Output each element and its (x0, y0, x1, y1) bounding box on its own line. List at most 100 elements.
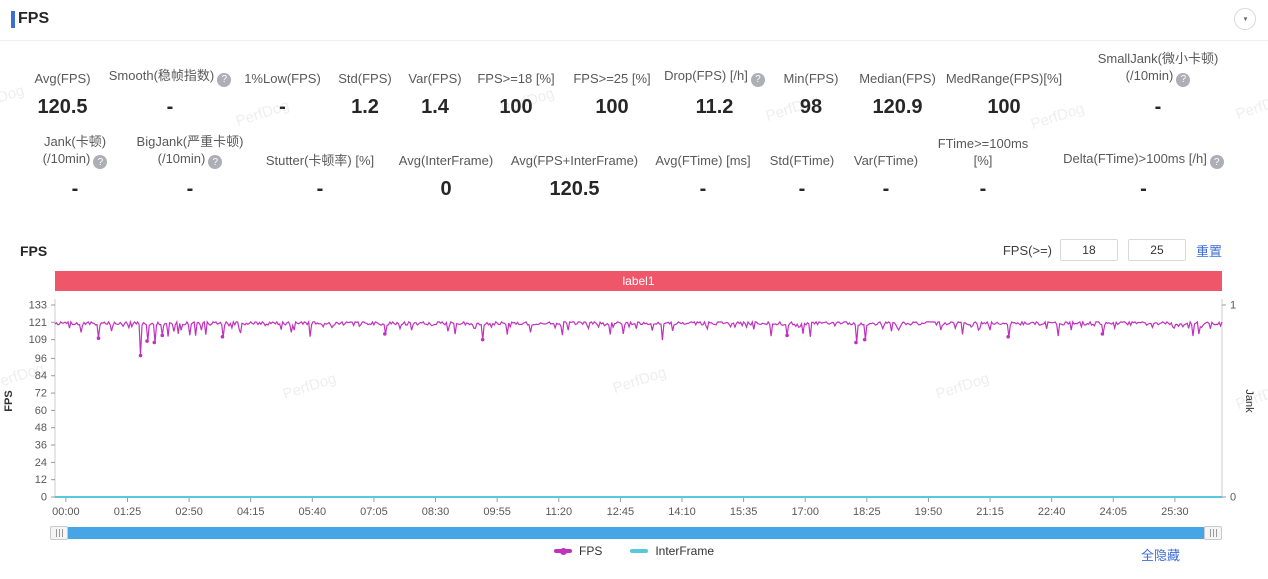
stat-value: 100 (987, 95, 1021, 118)
stat-label: Avg(FTime) [ms] (655, 153, 751, 168)
hide-all-link[interactable]: 全隐藏 (1140, 548, 1180, 563)
collapse-button[interactable]: ▼ (1234, 8, 1256, 30)
stat-value: - (979, 178, 987, 200)
stat-value: - (186, 178, 194, 200)
help-icon[interactable]: ? (1209, 155, 1224, 169)
scrollbar-left-handle[interactable] (50, 526, 68, 540)
stat-value: 120.9 (872, 95, 923, 118)
stat-value: - (279, 95, 286, 118)
stat-label: Delta(FTime)>100ms [/h]? (1063, 150, 1224, 169)
stat-item: Var(FTime) - (845, 133, 927, 202)
stat-label: Jank(卡顿) (/10min)? (42, 133, 108, 169)
stat-item: Smooth(稳帧指数)? - (105, 50, 235, 119)
svg-text:FPS: FPS (3, 390, 15, 411)
svg-text:12:45: 12:45 (607, 506, 635, 518)
chart-title: FPS (20, 243, 48, 259)
stat-label: Var(FTime) (853, 153, 919, 168)
stat-label: 1%Low(FPS) (244, 70, 321, 86)
legend-item-fps[interactable]: FPS (553, 544, 603, 558)
scrollbar-right-handle[interactable] (1204, 526, 1222, 540)
svg-text:Jank: Jank (1243, 389, 1255, 413)
stat-item: Std(FTime) - (759, 133, 845, 202)
svg-text:11:20: 11:20 (545, 506, 572, 518)
stat-label: Smooth(稳帧指数)? (109, 67, 232, 87)
stat-item: SmallJank(微小卡顿) (/10min)? - (1068, 50, 1248, 119)
svg-text:17:00: 17:00 (791, 506, 819, 518)
grip-icon (1209, 529, 1217, 537)
threshold-input-1[interactable] (1059, 239, 1118, 261)
stat-item: Avg(FPS) 120.5 (20, 50, 105, 119)
help-icon[interactable]: ? (208, 155, 223, 169)
svg-text:121: 121 (29, 317, 47, 329)
stat-item: Drop(FPS) [/h]? 11.2 (662, 50, 767, 119)
stat-item: 1%Low(FPS) - (235, 50, 330, 119)
stat-item: FTime>=100ms [%] - (927, 133, 1039, 202)
svg-text:72: 72 (35, 388, 47, 400)
stat-item: Std(FPS) 1.2 (330, 50, 400, 119)
help-icon[interactable]: ? (217, 72, 232, 87)
header-divider (0, 40, 1268, 41)
svg-text:15:35: 15:35 (730, 506, 758, 518)
svg-text:05:40: 05:40 (299, 506, 327, 518)
svg-text:1: 1 (1230, 300, 1236, 312)
stat-label: Median(FPS) (859, 70, 936, 86)
stat-label: FPS>=18 [%] (477, 70, 555, 86)
panel-title: FPS (18, 10, 50, 27)
svg-text:22:40: 22:40 (1038, 506, 1066, 518)
legend-label: FPS (578, 544, 603, 558)
stat-value: - (798, 178, 806, 200)
stat-value: - (699, 178, 707, 200)
stat-label: Min(FPS) (783, 70, 839, 86)
stat-item: Delta(FTime)>100ms [/h]? - (1039, 133, 1248, 202)
stat-value: - (1140, 178, 1147, 200)
help-icon[interactable]: ? (1176, 72, 1191, 87)
reset-link[interactable]: 重置 (1195, 243, 1222, 259)
stat-item: Median(FPS) 120.9 (855, 50, 940, 119)
stat-label: Avg(FPS+InterFrame) (510, 153, 639, 168)
stat-label: Stutter(卡顿率) [%] (265, 153, 375, 168)
svg-text:00:00: 00:00 (52, 506, 80, 518)
stat-item: FPS>=18 [%] 100 (470, 50, 562, 119)
stat-label: BigJank(严重卡顿) (/10min)? (136, 133, 244, 169)
stat-label: Avg(FPS) (34, 70, 91, 86)
threshold-label: FPS(>=) (1002, 242, 1052, 258)
stat-item: Avg(FTime) [ms] - (647, 133, 759, 202)
scrollbar-track[interactable] (68, 527, 1204, 539)
grip-icon (55, 529, 63, 537)
stat-value: 1.2 (351, 95, 379, 118)
stat-label: FPS>=25 [%] (573, 70, 651, 86)
stat-value: - (71, 178, 79, 200)
stat-value: 100 (499, 95, 533, 118)
svg-text:08:30: 08:30 (422, 506, 450, 518)
svg-text:14:10: 14:10 (668, 506, 696, 518)
stat-item: MedRange(FPS)[%] 100 (940, 50, 1068, 119)
stat-item: Avg(InterFrame) 0 (390, 133, 502, 202)
svg-text:36: 36 (35, 440, 47, 452)
stat-label: Drop(FPS) [/h]? (664, 67, 765, 87)
svg-text:01:25: 01:25 (114, 506, 142, 518)
svg-text:02:50: 02:50 (175, 506, 203, 518)
stat-value: - (1154, 95, 1162, 118)
svg-text:12: 12 (35, 474, 47, 486)
svg-text:96: 96 (35, 353, 47, 365)
svg-text:84: 84 (35, 370, 47, 382)
chevron-down-icon: ▼ (1241, 15, 1249, 23)
stat-value: - (166, 95, 174, 118)
threshold-input-2[interactable] (1127, 239, 1186, 261)
svg-text:133: 133 (29, 300, 47, 312)
legend-item-interframe[interactable]: InterFrame (630, 544, 714, 558)
stat-value: 11.2 (695, 95, 734, 118)
stat-value: 0 (440, 178, 452, 200)
stat-label: MedRange(FPS)[%] (945, 70, 1063, 86)
stat-value: - (882, 178, 890, 200)
svg-text:04:15: 04:15 (237, 506, 265, 518)
svg-text:0: 0 (41, 492, 47, 504)
fps-line-chart[interactable]: 0 12 24 36 48 60 72 84 96 109 121 133 0 1 00:00 01:25 02… (0, 292, 1268, 524)
help-icon[interactable]: ? (750, 72, 765, 87)
chart-legend: FPS InterFrame (0, 544, 1268, 558)
stat-value: 1.4 (421, 95, 449, 118)
stat-label: FTime>=100ms [%] (937, 136, 1029, 168)
help-icon[interactable]: ? (93, 155, 108, 169)
svg-text:21:15: 21:15 (976, 506, 1004, 518)
stat-value: 100 (595, 95, 629, 118)
